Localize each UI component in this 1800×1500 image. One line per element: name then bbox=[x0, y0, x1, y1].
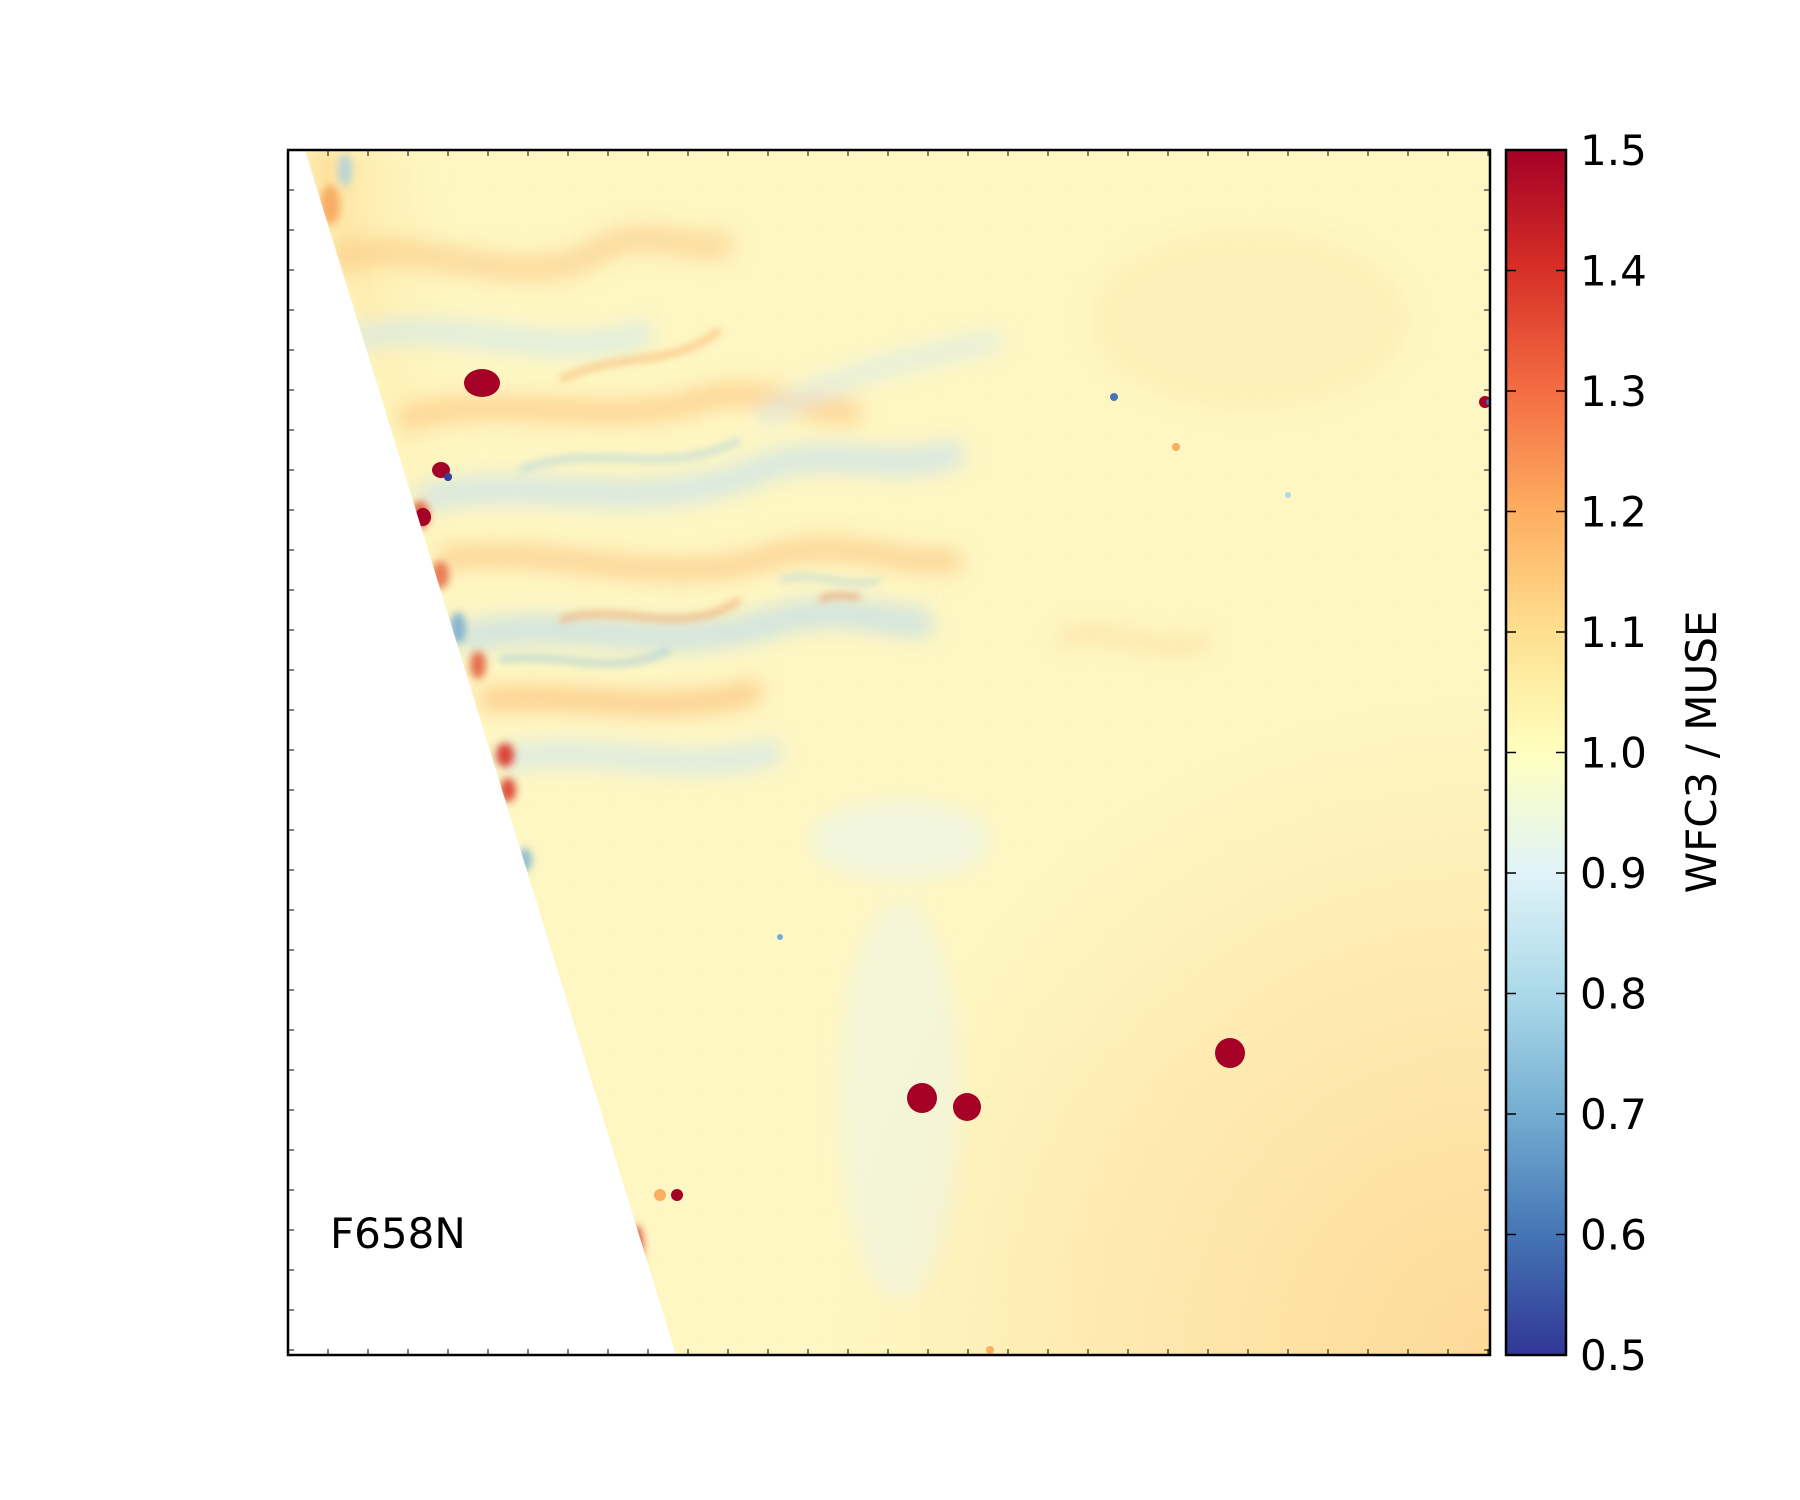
colorbar-tick-label: 1.4 bbox=[1580, 247, 1647, 296]
colorbar-tick-label: 1.1 bbox=[1580, 608, 1647, 657]
star-residual-core bbox=[444, 473, 452, 481]
colorbar-label: WFC3 / MUSE bbox=[1677, 611, 1726, 894]
star-residual bbox=[671, 1189, 683, 1201]
colorbar-tick-label: 1.2 bbox=[1580, 488, 1647, 537]
star-residual bbox=[464, 369, 500, 397]
star-residual bbox=[953, 1093, 981, 1121]
colorbar-tick-label: 0.5 bbox=[1580, 1331, 1647, 1380]
star-residual bbox=[907, 1083, 937, 1113]
image-frame bbox=[286, 148, 1492, 1357]
nebula-structure bbox=[325, 225, 1410, 1300]
colorbar-ticks: 0.5 0.6 0.7 0.8 0.9 1.0 1.1 1.2 1.3 1.4 1.5 bbox=[1506, 126, 1647, 1380]
panel-label: F658N bbox=[330, 1209, 466, 1258]
colorbar-tick-label: 1.3 bbox=[1580, 367, 1647, 416]
colorbar-tick-label: 0.8 bbox=[1580, 970, 1647, 1019]
point-residuals bbox=[444, 393, 1490, 1354]
colorbar-tick-label: 0.7 bbox=[1580, 1090, 1647, 1139]
colorbar: 0.5 0.6 0.7 0.8 0.9 1.0 1.1 1.2 1.3 1.4 1.5 WFC3 /… bbox=[1504, 126, 1726, 1380]
colorbar-tick-label: 1.5 bbox=[1580, 126, 1647, 175]
nebula-filaments bbox=[499, 327, 881, 667]
image-panel: F658N bbox=[286, 148, 1492, 1357]
star-residuals bbox=[415, 369, 1245, 1201]
image-ticks bbox=[288, 150, 1490, 1355]
colorbar-tick-label: 0.9 bbox=[1580, 849, 1647, 898]
colorbar-tick-label: 0.6 bbox=[1580, 1211, 1647, 1260]
star-residual bbox=[1215, 1038, 1245, 1068]
colorbar-tick-label: 1.0 bbox=[1580, 729, 1647, 778]
